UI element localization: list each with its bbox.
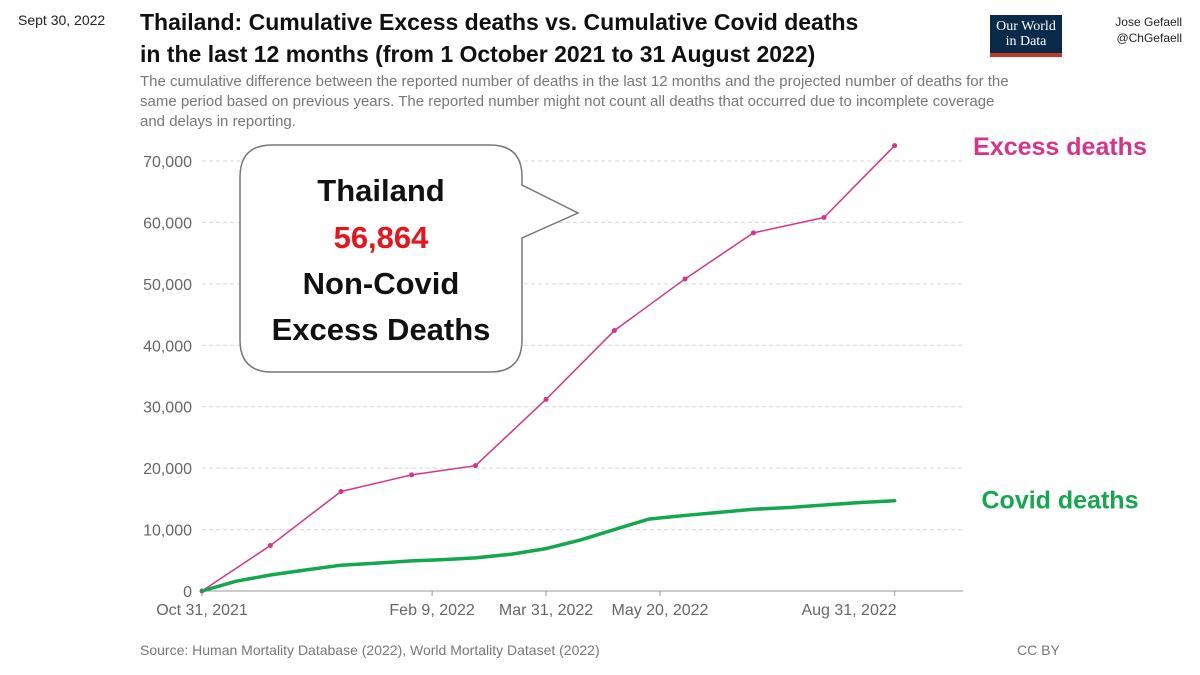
author-handle: @ChGefaell — [1116, 31, 1182, 45]
callout-line-3: Non-Covid — [303, 266, 460, 301]
covid-deaths-line — [200, 498, 897, 593]
excess-deaths-point — [409, 472, 415, 478]
x-tick-label: Mar 31, 2022 — [499, 602, 593, 619]
author-name: Jose Gefaell — [1115, 15, 1182, 29]
y-tick-label: 20,000 — [143, 461, 192, 478]
y-tick-label: 60,000 — [143, 215, 192, 232]
logo-line-1: Our World — [996, 19, 1056, 34]
title-line-2: in the last 12 months (from 1 October 20… — [140, 41, 816, 67]
series-label-layer: Excess deaths Covid deaths — [973, 133, 1147, 515]
covid-deaths-series-label: Covid deaths — [982, 487, 1139, 515]
y-tick-label: 0 — [183, 584, 192, 601]
x-tick-label: Feb 9, 2022 — [389, 602, 475, 619]
date-label: Sept 30, 2022 — [18, 12, 106, 28]
callout-line-4: Excess Deaths — [272, 312, 491, 347]
y-tick-label: 50,000 — [143, 277, 192, 294]
excess-deaths-point — [682, 276, 688, 282]
callout-shape — [239, 144, 580, 373]
excess-deaths-point — [472, 463, 478, 469]
axis-layer: 0 10,000 20,000 30,000 40,000 50,000 60,000 70,… — [143, 154, 963, 619]
x-tick-label: Aug 31, 2022 — [801, 602, 896, 619]
excess-deaths-point — [338, 488, 344, 494]
series-layer — [199, 143, 898, 594]
license-note: CC BY — [1017, 642, 1060, 658]
title-line-1: Thailand: Cumulative Excess deaths vs. C… — [140, 9, 859, 35]
logo-accent-bar — [990, 53, 1062, 57]
y-tick-label: 70,000 — [143, 154, 192, 171]
y-tick-label: 30,000 — [143, 400, 192, 417]
excess-deaths-point — [611, 328, 617, 334]
author-credit: Jose Gefaell @ChGefaell — [1115, 14, 1182, 46]
excess-deaths-point — [267, 543, 273, 549]
page-title: Thailand: Cumulative Excess deaths vs. C… — [140, 6, 960, 70]
excess-deaths-series-label: Excess deaths — [973, 133, 1147, 161]
excess-deaths-point — [543, 396, 549, 402]
y-tick-label: 10,000 — [143, 523, 192, 540]
callout-bubble: Thailand 56,864 Non-Covid Excess Deaths — [239, 144, 580, 373]
x-tick-label: Oct 31, 2021 — [156, 602, 248, 619]
x-tick-label: May 20, 2022 — [611, 602, 708, 619]
excess-deaths-point — [821, 215, 827, 221]
callout-number: 56,864 — [334, 220, 430, 255]
excess-deaths-point — [892, 143, 898, 149]
owid-logo: Our World in Data — [990, 15, 1062, 57]
excess-deaths-point — [750, 230, 756, 236]
chart-subtitle: The cumulative difference between the re… — [140, 73, 1009, 130]
logo-line-2: in Data — [1005, 34, 1047, 49]
y-tick-label: 40,000 — [143, 338, 192, 355]
callout-country: Thailand — [317, 173, 444, 208]
source-note: Source: Human Mortality Database (2022),… — [140, 642, 600, 658]
